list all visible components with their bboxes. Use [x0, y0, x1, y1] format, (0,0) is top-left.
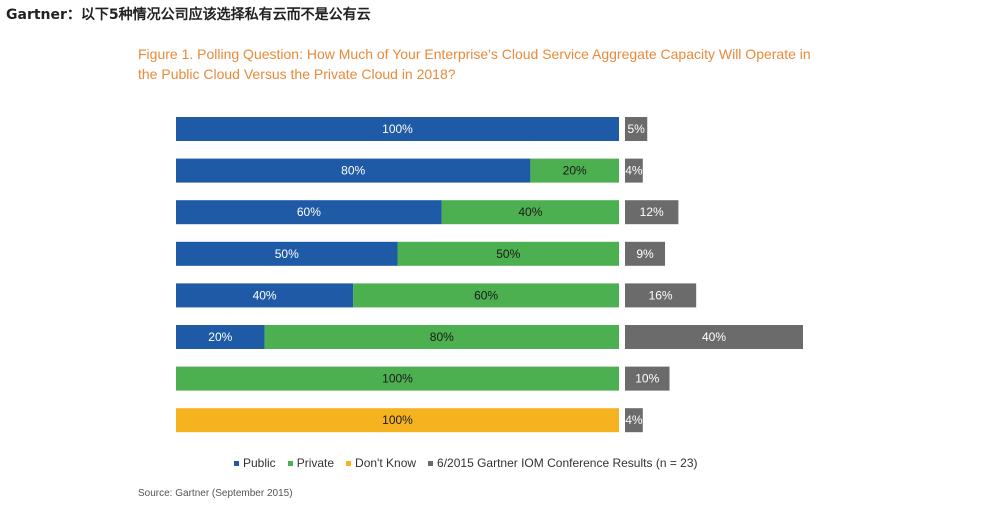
- bar-label-private: 50%: [496, 247, 520, 261]
- bar-label-results: 9%: [636, 247, 654, 261]
- bar-results: [625, 200, 679, 225]
- bar-private: [353, 283, 619, 308]
- bar-dont-know: [176, 408, 619, 433]
- bar-label-public: 60%: [297, 205, 321, 219]
- legend-label: Don't Know: [355, 456, 417, 470]
- bar-label-private: 20%: [563, 164, 587, 178]
- legend-swatch: [234, 460, 239, 466]
- bar-label-results: 16%: [649, 288, 673, 302]
- bar-label-private: 40%: [518, 205, 542, 219]
- bar-label-public: 100%: [382, 122, 413, 136]
- figure-source: Source: Gartner (September 2015): [138, 488, 293, 499]
- bar-label-public: 20%: [208, 330, 232, 344]
- bar-public: [176, 117, 619, 141]
- bar-results: [625, 325, 803, 349]
- bar-label-public: 80%: [341, 164, 365, 178]
- bar-label-results: 4%: [625, 164, 643, 178]
- figure-title: Figure 1. Polling Question: How Much of …: [138, 44, 878, 84]
- legend-label: 6/2015 Gartner IOM Conference Results (n…: [437, 456, 698, 470]
- bar-label-results: 12%: [640, 205, 664, 219]
- bar-label-public: 50%: [275, 247, 299, 261]
- legend-swatch: [287, 460, 293, 466]
- bar-public: [176, 325, 265, 349]
- bar-label-private: 80%: [430, 330, 454, 344]
- bar-label-results: 4%: [625, 413, 643, 427]
- bar-public: [176, 283, 354, 308]
- bar-label-private: 100%: [382, 372, 413, 386]
- bar-results: [625, 283, 697, 308]
- bar-label-results: 40%: [702, 330, 726, 344]
- bar-public: [176, 158, 531, 183]
- bar-label-dont-know: 100%: [382, 413, 413, 427]
- bar-private: [530, 158, 619, 183]
- bar-results: [625, 366, 670, 391]
- bar-private: [264, 325, 619, 349]
- chart-legend: Public Private Don't Know 6/2015 Gartner IO…: [234, 456, 710, 470]
- bar-private: [176, 366, 619, 391]
- legend-item: Public: [234, 456, 276, 470]
- legend-label: Public: [243, 456, 276, 470]
- figure-title-line-2: the Public Cloud Versus the Private Clou…: [138, 66, 456, 82]
- bar-label-private: 60%: [474, 288, 498, 302]
- legend-item: 6/2015 Gartner IOM Conference Results (n…: [428, 456, 698, 470]
- bar-label-results: 5%: [627, 122, 645, 136]
- bar-private: [441, 200, 619, 225]
- figure-title-line-1: Figure 1. Polling Question: How Much of …: [138, 46, 811, 62]
- legend-swatch: [428, 460, 434, 466]
- bar-public: [176, 241, 398, 266]
- page-title: Gartner：以下5种情况公司应该选择私有云而不是公有云: [6, 7, 371, 23]
- legend-label: Private: [296, 456, 335, 470]
- bar-results: [625, 117, 648, 141]
- bar-public: [176, 200, 442, 225]
- legend-swatch: [346, 460, 352, 466]
- bar-results: [625, 408, 643, 433]
- bar-label-public: 40%: [253, 288, 277, 302]
- bar-results: [625, 158, 643, 183]
- legend-item: Don't Know: [346, 456, 416, 470]
- bar-results: [625, 241, 666, 266]
- bar-private: [397, 241, 619, 266]
- legend-item: Private: [287, 456, 335, 470]
- bar-label-results: 10%: [635, 372, 659, 386]
